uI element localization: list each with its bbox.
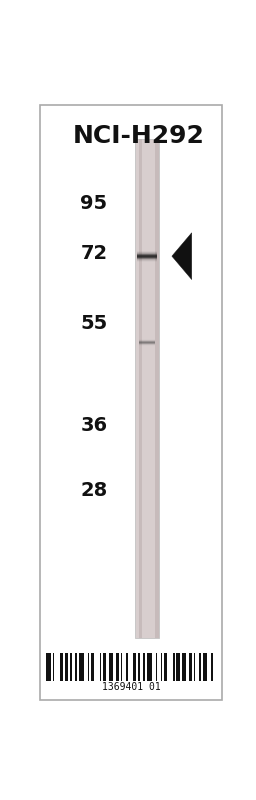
Bar: [91, 654, 94, 681]
Bar: [46, 654, 51, 681]
Text: 1369401 01: 1369401 01: [102, 682, 161, 692]
Bar: [202, 654, 207, 681]
Text: 95: 95: [80, 194, 108, 214]
Bar: [173, 654, 175, 681]
Text: 55: 55: [80, 314, 108, 334]
Bar: [182, 654, 186, 681]
Text: 72: 72: [80, 243, 108, 262]
Bar: [135, 139, 159, 638]
Bar: [126, 654, 127, 681]
Bar: [199, 654, 201, 681]
Bar: [194, 654, 195, 681]
Polygon shape: [172, 233, 192, 279]
Bar: [88, 654, 89, 681]
Bar: [60, 654, 63, 681]
Bar: [115, 654, 119, 681]
Text: 36: 36: [80, 416, 108, 435]
Bar: [156, 654, 157, 681]
Bar: [65, 654, 68, 681]
Bar: [161, 654, 162, 681]
Bar: [143, 654, 145, 681]
Bar: [164, 654, 167, 681]
Bar: [147, 654, 152, 681]
Bar: [103, 654, 106, 681]
Bar: [139, 139, 142, 638]
Bar: [121, 654, 122, 681]
Bar: [155, 139, 159, 638]
Bar: [211, 654, 213, 681]
Bar: [189, 654, 192, 681]
Bar: [79, 654, 84, 681]
Bar: [70, 654, 72, 681]
Bar: [176, 654, 180, 681]
Bar: [133, 654, 136, 681]
Text: 28: 28: [80, 481, 108, 500]
Text: NCI-H292: NCI-H292: [73, 124, 205, 148]
Bar: [76, 654, 77, 681]
Bar: [109, 654, 113, 681]
Bar: [100, 654, 101, 681]
Bar: [53, 654, 55, 681]
Bar: [138, 654, 140, 681]
